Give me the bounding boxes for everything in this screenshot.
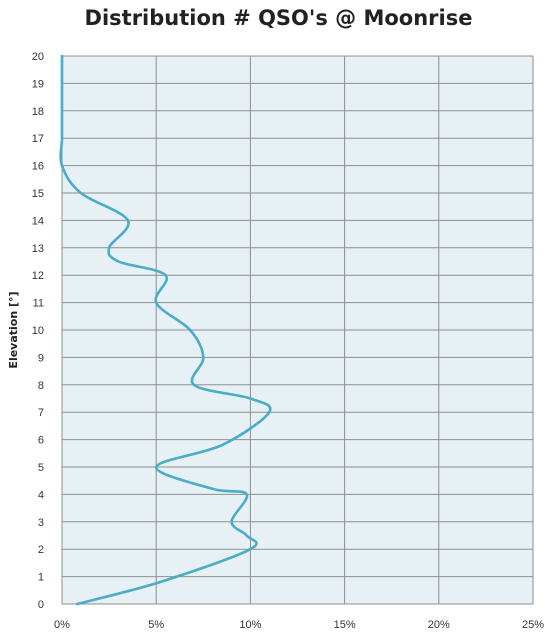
x-tick-label: 5% — [148, 619, 164, 631]
y-tick-label: 5 — [38, 462, 44, 474]
y-tick-label: 6 — [38, 435, 44, 447]
chart-title: Distribution # QSO's @ Moonrise — [84, 6, 473, 30]
y-tick-label: 11 — [33, 298, 44, 310]
gridlines — [61, 55, 534, 605]
y-tick-label: 0 — [38, 599, 44, 611]
x-tick-label: 10% — [239, 619, 261, 631]
y-tick-label: 14 — [32, 215, 44, 227]
y-tick-label: 4 — [38, 489, 44, 501]
y-tick-label: 18 — [32, 106, 44, 118]
y-tick-label: 17 — [32, 133, 44, 145]
y-tick-label: 9 — [38, 352, 44, 364]
y-tick-label: 20 — [32, 51, 44, 63]
y-tick-label: 16 — [32, 161, 44, 173]
x-tick-label: 15% — [334, 619, 356, 631]
x-tick-label: 20% — [428, 619, 450, 631]
y-tick-label: 15 — [32, 188, 44, 200]
y-tick-label: 1 — [38, 572, 44, 584]
y-tick-label: 12 — [32, 270, 44, 282]
y-tick-label: 7 — [38, 407, 44, 419]
y-tick-label: 19 — [32, 78, 44, 90]
series-layer — [59, 54, 272, 606]
x-tick-label: 0% — [54, 619, 70, 631]
x-tick-label: 25% — [522, 619, 544, 631]
y-tick-label: 3 — [38, 517, 44, 529]
series-line — [59, 54, 272, 606]
y-tick-label: 8 — [38, 380, 44, 392]
y-axis-title: Elevation [°] — [7, 291, 20, 368]
y-tick-label: 2 — [38, 544, 44, 556]
y-tick-label: 13 — [32, 243, 44, 255]
y-tick-label: 10 — [32, 325, 44, 337]
